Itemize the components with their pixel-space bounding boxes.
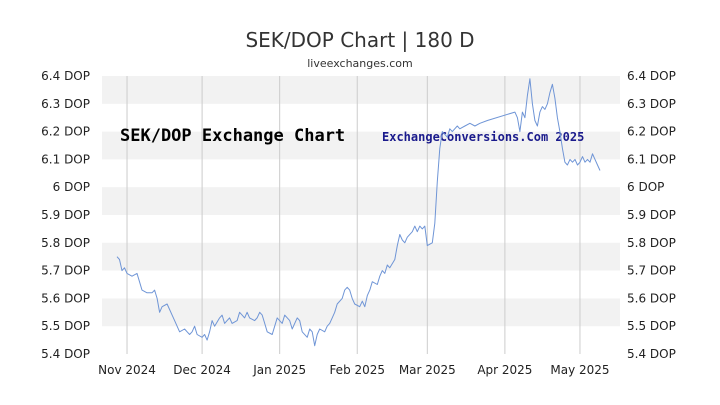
y-tick-label-left: 5.8 DOP [41, 236, 90, 250]
y-tick-label-left: 6.1 DOP [41, 152, 90, 166]
x-tick-label: Dec 2024 [173, 363, 231, 377]
y-axis-left: 6.4 DOP 6.3 DOP 6.2 DOP 6.1 DOP 6 DOP 5.9 DOP… [41, 69, 90, 361]
y-tick-label-right: 6.2 DOP [627, 125, 676, 139]
y-tick-label-right: 6 DOP [627, 180, 664, 194]
y-tick-label-right: 5.9 DOP [627, 208, 676, 222]
x-tick-label: Nov 2024 [98, 363, 156, 377]
y-tick-label-left: 5.9 DOP [41, 208, 90, 222]
series-line [116, 78, 601, 347]
y-tick-label-right: 5.6 DOP [627, 291, 676, 305]
y-tick-label-right: 5.5 DOP [627, 319, 676, 333]
y-tick-label-right: 5.8 DOP [627, 236, 676, 250]
watermark-right: ExchangeConversions.Com 2025 [382, 130, 584, 144]
grid-band [102, 242, 620, 271]
y-tick-label-left: 5.7 DOP [41, 264, 90, 278]
y-tick-label-right: 5.4 DOP [627, 347, 676, 361]
y-tick-label-right: 6.3 DOP [627, 97, 676, 111]
grid-band [102, 76, 620, 104]
x-tick-label: Apr 2025 [477, 363, 532, 377]
vertical-gridlines [126, 76, 581, 354]
y-tick-label-right: 6.1 DOP [627, 152, 676, 166]
y-tick-label-left: 6 DOP [53, 180, 90, 194]
x-tick-label: May 2025 [550, 363, 609, 377]
y-tick-label-right: 6.4 DOP [627, 69, 676, 83]
plot-bands [102, 76, 620, 327]
grid-band [102, 131, 620, 160]
y-axis-right: 6.4 DOP 6.3 DOP 6.2 DOP 6.1 DOP 6 DOP 5.9 DOP… [627, 69, 676, 361]
watermark-left: SEK/DOP Exchange Chart [120, 126, 345, 146]
y-tick-label-left: 5.5 DOP [41, 319, 90, 333]
y-tick-label-left: 6.2 DOP [41, 125, 90, 139]
y-tick-label-left: 5.6 DOP [41, 291, 90, 305]
grid-band [102, 298, 620, 327]
y-tick-label-right: 5.7 DOP [627, 264, 676, 278]
y-tick-label-left: 5.4 DOP [41, 347, 90, 361]
grid-band [102, 187, 620, 215]
x-axis: Nov 2024 Dec 2024 Jan 2025 Feb 2025 Mar 2025… [98, 363, 609, 377]
y-tick-label-left: 6.4 DOP [41, 69, 90, 83]
series-group [116, 78, 601, 347]
chart-subtitle: liveexchanges.com [307, 57, 412, 70]
chart-title: SEK/DOP Chart | 180 D [245, 28, 474, 52]
x-tick-label: Mar 2025 [399, 363, 456, 377]
y-tick-label-left: 6.3 DOP [41, 97, 90, 111]
x-tick-label: Feb 2025 [329, 363, 385, 377]
x-tick-label: Jan 2025 [252, 363, 306, 377]
